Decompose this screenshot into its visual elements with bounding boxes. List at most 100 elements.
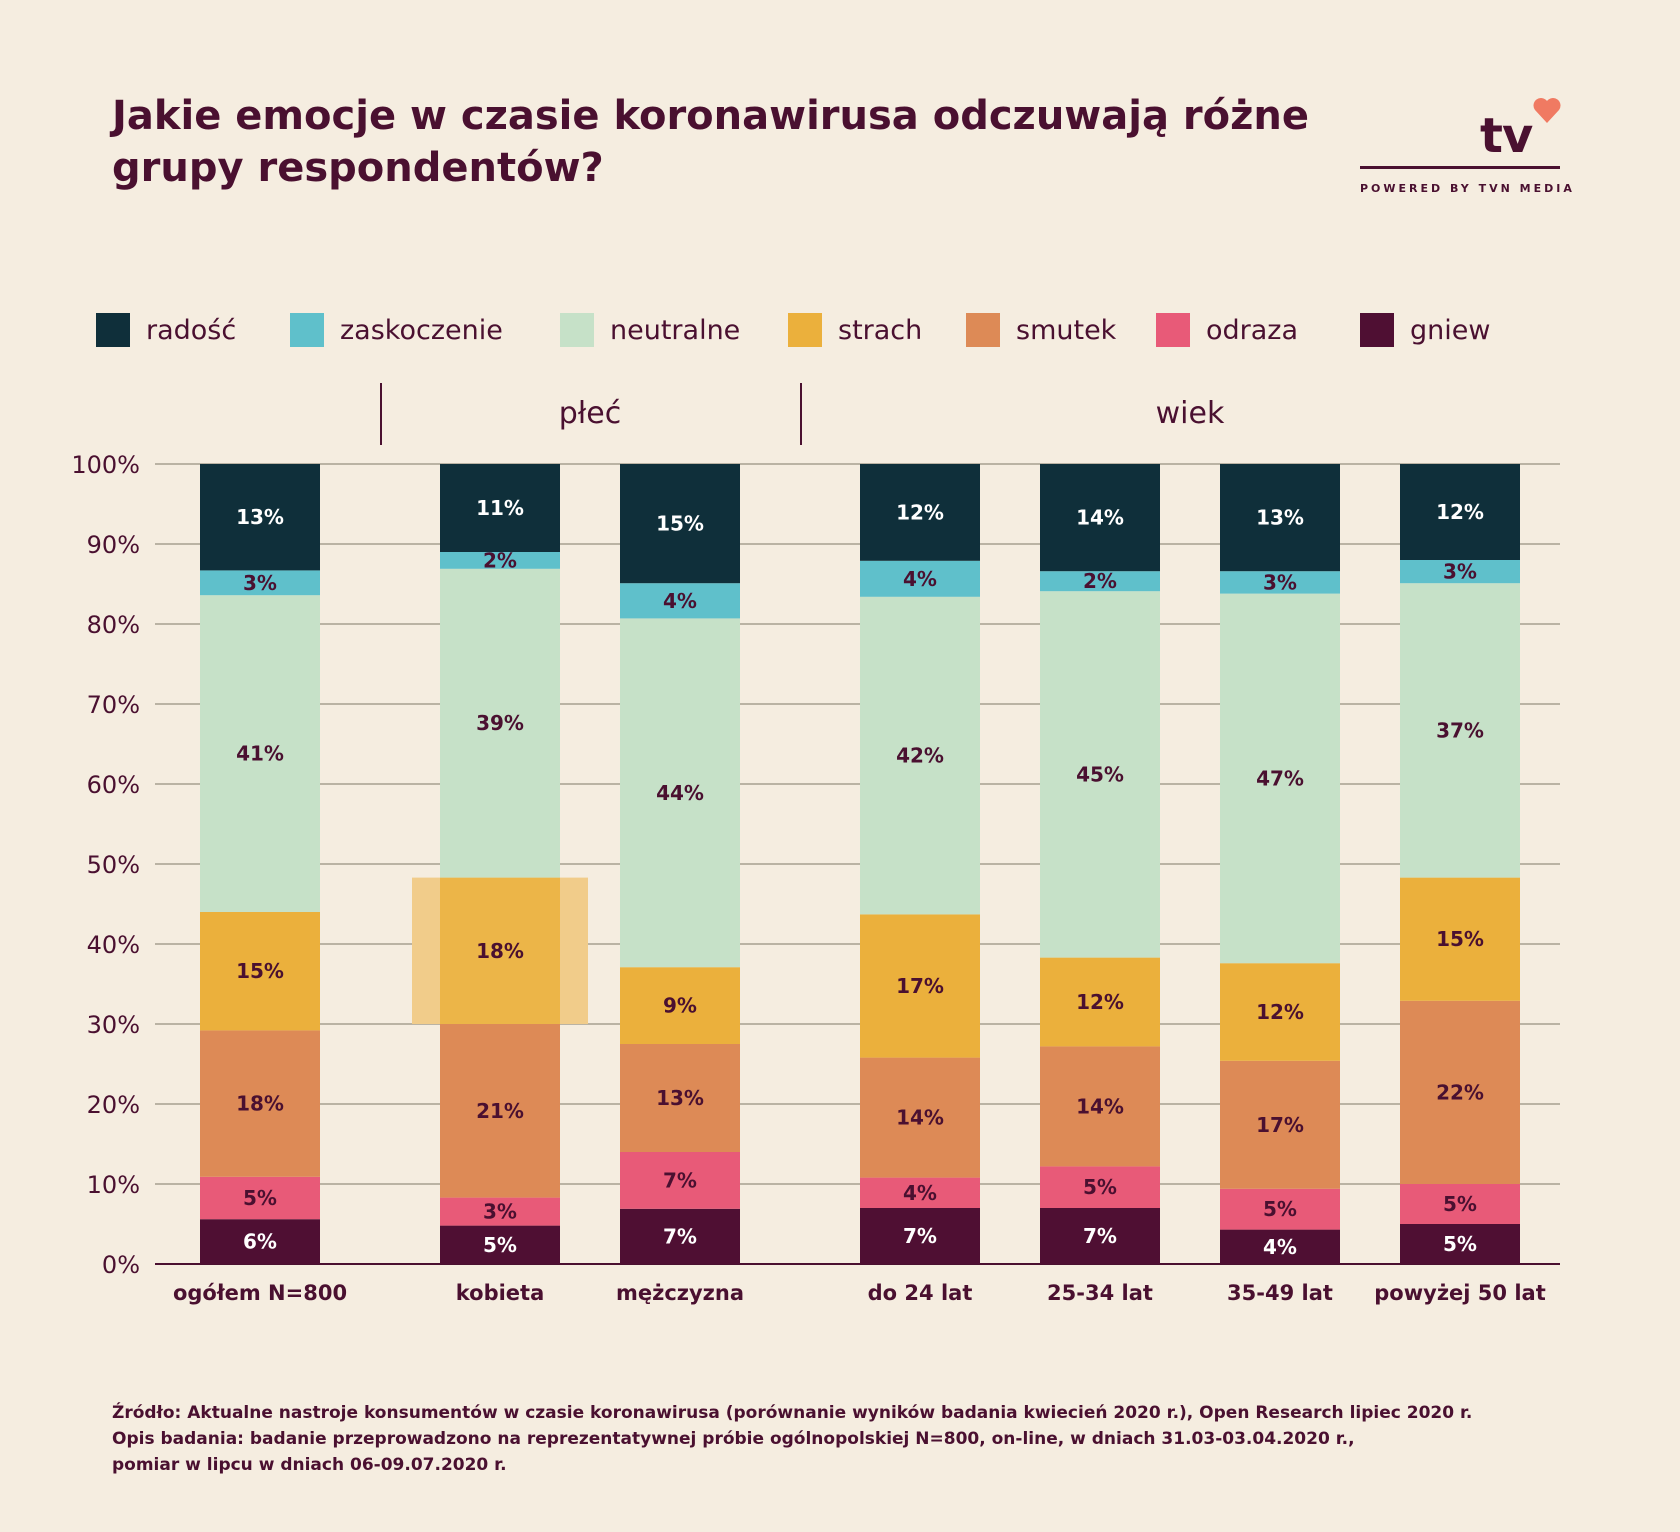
legend-label: radość [146,314,237,346]
data-label: 13% [1256,506,1304,530]
data-label: 12% [896,500,944,524]
category-label: mężczyzna [616,1281,744,1305]
group-divider-left [380,383,382,445]
bar-segment-neutralne [860,596,980,915]
bar-segment-neutralne [440,568,560,878]
bar-segment-gniew [1040,1208,1160,1264]
bar-segment-radość [200,464,320,571]
y-tick-label: 0% [102,1251,140,1279]
data-label: 4% [1263,1235,1297,1259]
data-label: 44% [656,781,704,805]
legend-label: zaskoczenie [340,314,503,346]
bar-segment-odraza [1220,1188,1340,1230]
bar-segment-zaskoczenie [440,552,560,569]
bar-segment-smutek [860,1057,980,1178]
data-label: 3% [243,571,277,595]
data-label: 15% [1436,927,1484,951]
data-label: 41% [236,742,284,766]
y-tick-label: 70% [87,691,140,719]
bar-segment-neutralne [1400,583,1520,878]
legend-swatch [1360,313,1394,347]
bar-segment-smutek [440,1024,560,1198]
bar-segment-gniew [1220,1229,1340,1264]
bar-segment-strach [1040,957,1160,1047]
bar-segment-zaskoczenie [1040,571,1160,592]
bar-segment-strach [1400,877,1520,1001]
heart-icon [1533,98,1561,123]
bar-segment-odraza [1400,1184,1520,1224]
data-label: 7% [903,1224,937,1248]
legend-item: radość [96,312,236,348]
logo-divider [1360,166,1560,169]
y-tick-label: 90% [87,531,140,559]
bar-segment-gniew [1400,1224,1520,1264]
category-label: ogółem N=800 [173,1281,347,1305]
data-label: 2% [1083,569,1117,593]
legend-item: strach [788,312,922,348]
group-label-gender: płeć [558,396,622,431]
data-label: 3% [483,1200,517,1224]
y-tick-label: 100% [71,451,140,479]
y-tick-label: 40% [87,931,140,959]
category-label: kobieta [456,1281,545,1305]
legend-swatch [290,313,324,347]
bar-segment-radość [620,464,740,584]
legend-swatch [560,313,594,347]
data-label: 18% [236,1092,284,1116]
bar-segment-zaskoczenie [1400,560,1520,584]
bar-segment-smutek [1220,1060,1340,1189]
legend-swatch [1156,313,1190,347]
bar-segment-neutralne [1220,593,1340,964]
source-line: Źródło: Aktualne nastroje konsumentów w … [112,1403,1473,1423]
data-label: 5% [483,1233,517,1257]
source-note: Źródło: Aktualne nastroje konsumentów w … [112,1400,1612,1478]
legend-label: strach [838,314,923,346]
bar-segment-zaskoczenie [860,560,980,597]
data-label: 5% [1083,1175,1117,1199]
data-label: 21% [476,1099,524,1123]
legend-item: gniew [1360,312,1490,348]
bar-segment-neutralne [200,595,320,912]
category-label: do 24 lat [868,1281,973,1305]
bar-segment-gniew [620,1208,740,1264]
logo-subtitle: POWERED BY TVN MEDIA [1360,182,1575,195]
legend-label: gniew [1410,314,1491,346]
bar-segment-smutek [1040,1046,1160,1167]
category-label: 25-34 lat [1047,1281,1153,1305]
data-label: 39% [476,711,524,735]
data-label: 12% [1256,1000,1304,1024]
legend-item: smutek [966,312,1116,348]
bar-segment-gniew [440,1225,560,1264]
bar-segment-radość [440,464,560,552]
data-label: 5% [1263,1197,1297,1221]
legend-item: neutralne [560,312,740,348]
bar-segment-strach [860,914,980,1058]
y-tick-label: 50% [87,851,140,879]
bar-segment-smutek [620,1044,740,1152]
data-label: 4% [903,567,937,591]
page-title: Jakie emocje w czasie koronawirusa odczu… [112,93,1309,191]
data-label: 18% [476,939,524,963]
bar-segment-neutralne [620,618,740,968]
data-label: 11% [476,496,524,520]
bar-segment-strach [440,877,560,1024]
data-label: 5% [1443,1192,1477,1216]
bar-segment-radość [1040,464,1160,572]
data-label: 9% [663,994,697,1018]
data-label: 7% [1083,1224,1117,1248]
group-label-age: wiek [1155,396,1225,431]
y-tick-label: 10% [87,1171,140,1199]
legend-swatch [966,313,1000,347]
bar-segment-odraza [440,1197,560,1226]
bar-segment-zaskoczenie [1220,571,1340,594]
stacked-bar-chart: 0% 10% 20% 30% 40% 50% 60% 70% 80% 90% 100% 6% 5% 18%… [71,451,1560,1305]
category-label: powyżej 50 lat [1374,1281,1545,1305]
data-label: 45% [1076,762,1124,786]
group-divider-right [800,383,802,445]
logo-mark: tv [1480,108,1533,164]
data-label: 14% [1076,506,1124,530]
bar-segment-neutralne [1040,591,1160,958]
category-label: 35-49 lat [1227,1281,1333,1305]
bar-segment-zaskoczenie [200,570,320,596]
bar-segment-radość [1400,464,1520,560]
